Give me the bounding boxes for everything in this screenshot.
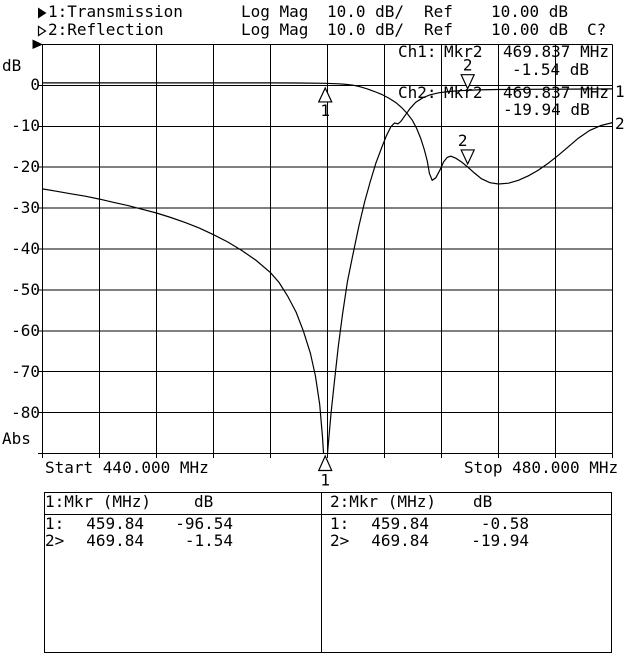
trace2-end-label: 2 [615, 114, 625, 133]
marker1-ch1-label: 1 [320, 471, 330, 490]
readout-ch2-marker: Mkr2 [444, 83, 483, 102]
y-axis-unit-label: dB [2, 56, 22, 75]
table2-row1-marker-id: 1: [330, 514, 350, 533]
marker2-ch2-label: 2 [458, 131, 468, 150]
table2-title: 2:Mkr (MHz) [330, 492, 436, 511]
readout-ch2-name: Ch2: [398, 83, 437, 102]
table1-row2-marker-id: 2> [45, 531, 65, 550]
y-tick--40: -40 [11, 239, 40, 258]
marker-table-ch1-header [45, 493, 321, 515]
channel1-format: Log Mag [241, 2, 309, 21]
readout-ch2-value: -19.94 dB [503, 100, 590, 119]
ref-position-arrow-icon [32, 39, 43, 49]
table1-row1-freq: 459.84 [86, 514, 144, 533]
readout-ch1-freq: 469.837 MHz [503, 42, 609, 61]
marker1-ch2-label: 1 [320, 101, 330, 120]
x-axis-start-label: Start 440.000 MHz [45, 458, 209, 477]
marker2-ch1-label: 2 [463, 56, 473, 75]
table2-unit: dB [473, 492, 493, 511]
table1-title: 1:Mkr (MHz) [45, 492, 151, 511]
channel1-scale: 10.0 dB/ [327, 2, 405, 21]
readout-ch1-marker: Mkr2 [444, 42, 483, 61]
table1-row1-marker-id: 1: [45, 514, 65, 533]
trace-1-transmission [42, 88, 613, 454]
y-tick-0: 0 [30, 75, 40, 94]
channel1-ref-label: Ref [424, 2, 453, 21]
y-axis-bottom-label: Abs [2, 429, 31, 448]
y-tick--80: -80 [11, 403, 40, 422]
marker-table-ch2-header [322, 493, 611, 515]
table1-unit: dB [194, 492, 214, 511]
table2-row2-marker-id: 2> [330, 531, 350, 550]
trace-2-reflection [42, 82, 613, 185]
table2-row2-freq: 469.84 [371, 531, 429, 550]
channel2-ref-value: 10.00 dB [491, 20, 569, 39]
table2-row2-db: -19.94 [471, 531, 529, 550]
measurement-graticule: 1 1 2 2 [32, 39, 613, 490]
y-tick--20: -20 [11, 157, 40, 176]
channel1-ref-value: 10.00 dB [491, 2, 569, 21]
readout-ch1-value: -1.54 dB [512, 60, 590, 79]
y-tick--10: -10 [11, 116, 40, 135]
trace1-end-label: 1 [615, 82, 625, 101]
table1-row2-freq: 469.84 [86, 531, 144, 550]
table2-row1-db: -0.58 [480, 514, 529, 533]
readout-ch1-name: Ch1: [398, 42, 437, 61]
y-tick--50: -50 [11, 280, 40, 299]
marker-symbols: 1 1 2 2 [317, 56, 476, 490]
calibration-status: C? [587, 20, 607, 39]
channel2-format: Log Mag [241, 20, 309, 39]
channel1-title: 1:Transmission [48, 2, 183, 21]
grid-lines [38, 44, 613, 458]
x-axis-stop-label: Stop 480.000 MHz [464, 458, 619, 477]
channel2-scale: 10.0 dB/ [327, 20, 405, 39]
channel2-title: 2:Reflection [48, 20, 164, 39]
traces [42, 82, 613, 454]
y-tick--70: -70 [11, 362, 40, 381]
y-tick--60: -60 [11, 321, 40, 340]
table1-row2-db: -1.54 [184, 531, 233, 550]
y-tick--30: -30 [11, 198, 40, 217]
table1-row1-db: -96.54 [175, 514, 233, 533]
channel2-ref-label: Ref [424, 20, 453, 39]
readout-ch2-freq: 469.837 MHz [503, 83, 609, 102]
table2-row1-freq: 459.84 [371, 514, 429, 533]
marker-table-ch2 [321, 492, 612, 653]
